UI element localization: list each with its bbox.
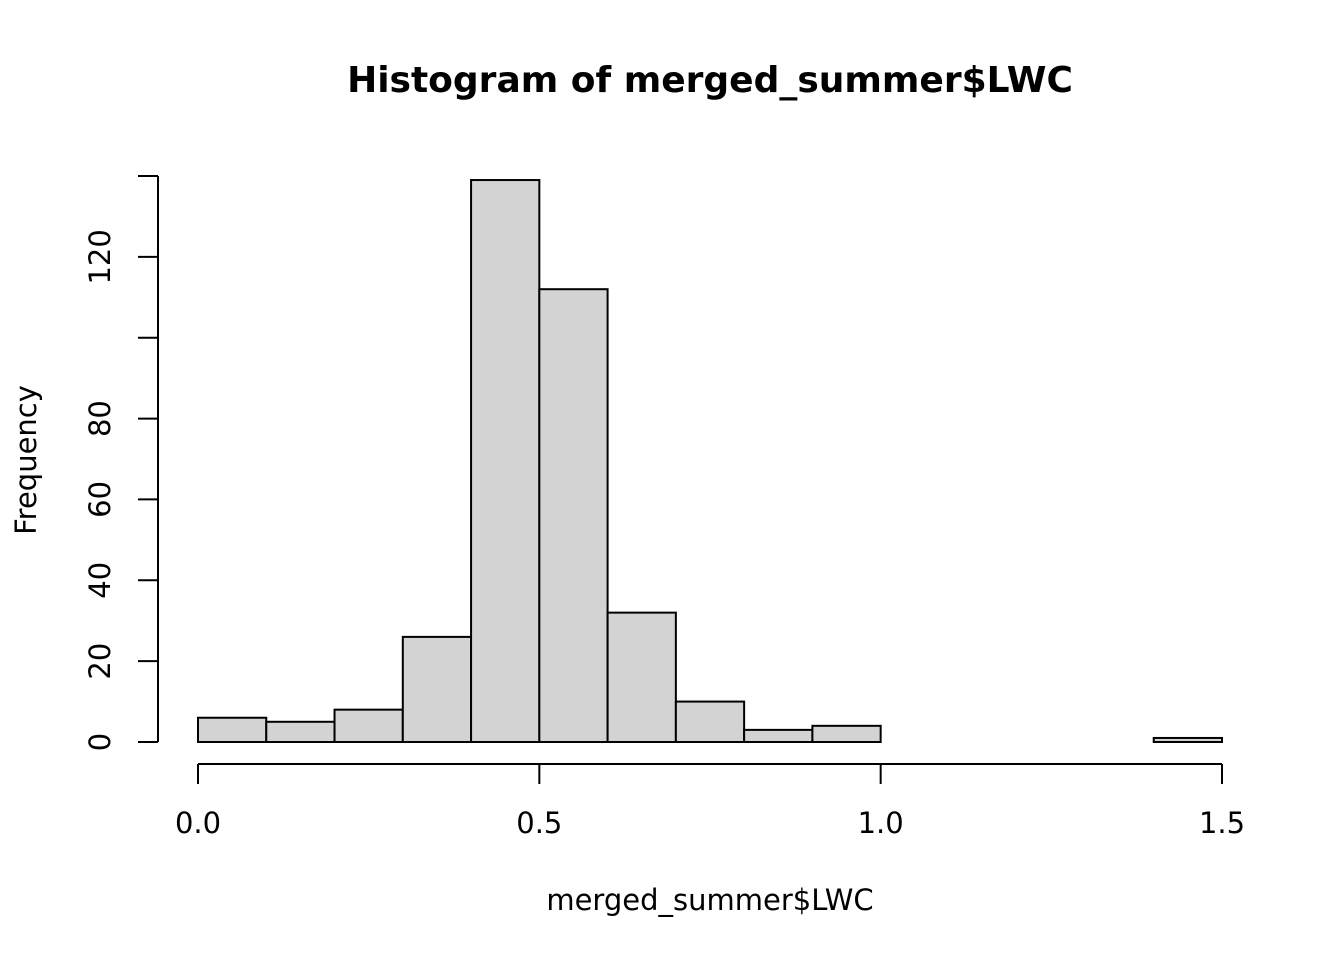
x-tick-label-0: 0.0 <box>175 806 221 840</box>
histogram-bar-4 <box>470 179 541 744</box>
y-tick-label-0: 0 <box>83 733 117 751</box>
y-tick-label-20: 20 <box>83 643 117 680</box>
y-axis-label: Frequency <box>9 385 43 535</box>
histogram-bar-7 <box>674 700 746 743</box>
y-tick-label-120: 120 <box>83 229 117 284</box>
chart-title: Histogram of merged_summer$LWC <box>347 60 1073 101</box>
y-tick-label-40: 40 <box>83 562 117 599</box>
histogram-bar-8 <box>743 728 814 743</box>
y-tick-label-60: 60 <box>83 481 117 518</box>
histogram-bar-0 <box>197 716 268 744</box>
x-tick-label-1: 0.5 <box>516 806 562 840</box>
histogram-bar-9 <box>811 724 882 743</box>
x-axis: 0.0 0.5 1.0 1.5 <box>175 763 1245 840</box>
x-axis-label: merged_summer$LWC <box>546 883 873 917</box>
histogram-bar-6 <box>606 611 677 744</box>
y-axis: 0 20 40 60 80 120 <box>83 175 159 751</box>
x-tick-label-3: 1.5 <box>1199 806 1245 840</box>
histogram-bar-2 <box>333 708 404 744</box>
histogram-bar-3 <box>401 635 473 744</box>
bars-group <box>197 179 1223 744</box>
histogram-bar-14 <box>1152 736 1223 744</box>
y-tick-label-80: 80 <box>83 400 117 437</box>
histogram-bar-5 <box>538 288 609 743</box>
histogram-bar-1 <box>265 720 336 743</box>
x-tick-label-2: 1.0 <box>858 806 904 840</box>
